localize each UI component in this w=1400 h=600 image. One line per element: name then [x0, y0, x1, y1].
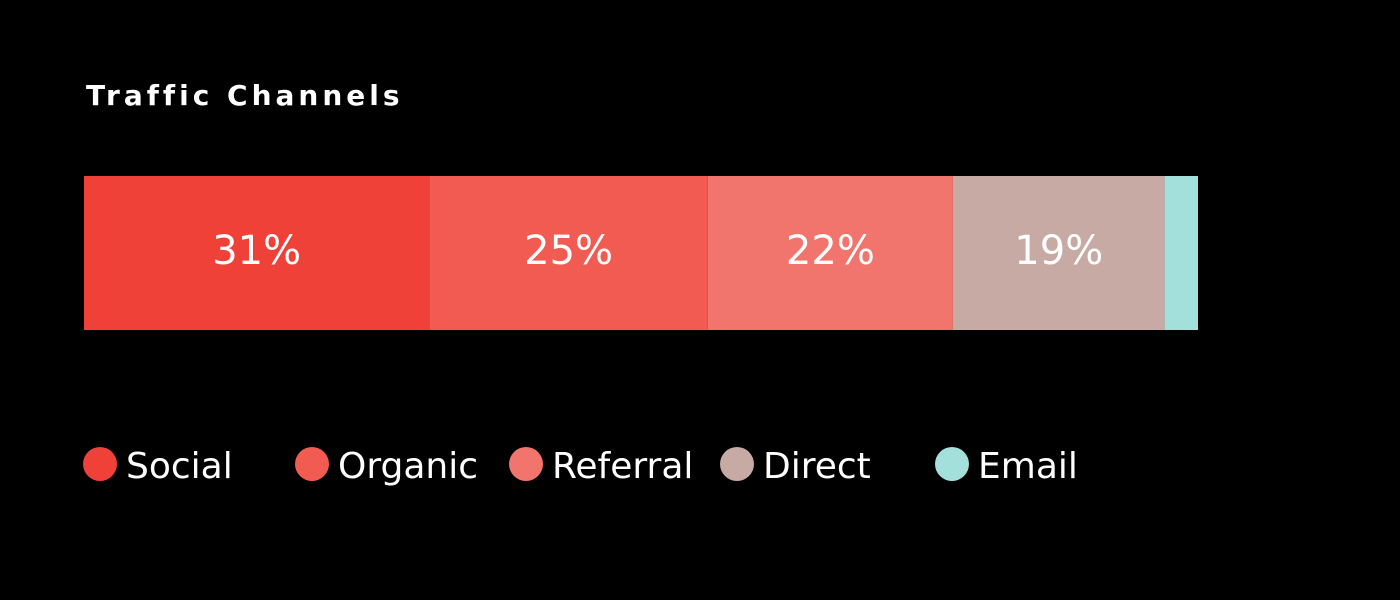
chart-title: Traffic Channels — [86, 79, 404, 112]
data-label: 25% — [524, 228, 613, 274]
legend-label: Organic — [338, 446, 478, 487]
bar-segment — [952, 176, 1165, 330]
data-label: 22% — [786, 228, 875, 274]
bar-segment — [84, 176, 430, 330]
bar-segment — [1164, 176, 1198, 330]
legend-swatch — [935, 447, 969, 481]
legend-label: Social — [126, 446, 233, 487]
legend-swatch — [509, 447, 543, 481]
legend-swatch — [83, 447, 117, 481]
bar-segment — [707, 176, 953, 330]
legend-label: Referral — [552, 446, 693, 487]
data-label: 19% — [1014, 228, 1103, 274]
legend-swatch — [720, 447, 754, 481]
legend-label: Direct — [763, 446, 871, 487]
bar-segment — [429, 176, 708, 330]
legend-swatch — [295, 447, 329, 481]
legend-label: Email — [978, 446, 1078, 487]
data-label: 31% — [212, 228, 301, 274]
